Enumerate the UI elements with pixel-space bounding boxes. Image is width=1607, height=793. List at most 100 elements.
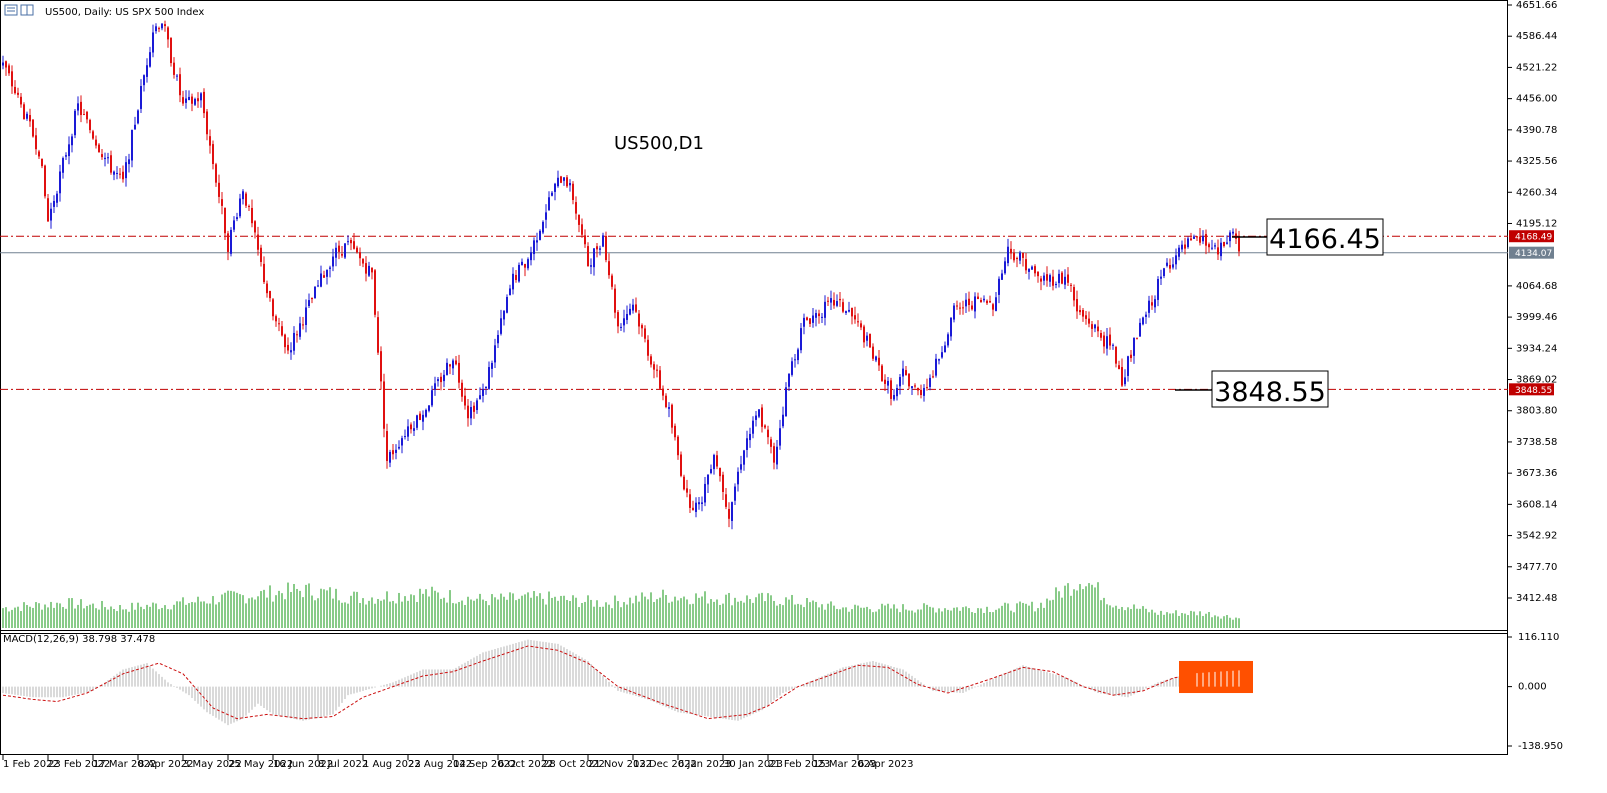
candle-body — [962, 307, 964, 309]
candle-body — [476, 400, 478, 410]
candle-body — [971, 305, 973, 310]
candle-body — [878, 357, 880, 366]
candle-body — [86, 111, 88, 120]
window-icons[interactable] — [4, 4, 34, 16]
candle-body — [179, 74, 181, 96]
candle-body — [596, 246, 598, 250]
candle-body — [11, 71, 13, 87]
candle-body — [416, 415, 418, 428]
candle-body — [401, 438, 403, 446]
candle-body — [1190, 238, 1192, 241]
candle-body — [1067, 274, 1069, 283]
candle-body — [1106, 336, 1108, 349]
candle-body — [506, 296, 508, 313]
candle-body — [449, 364, 451, 367]
candle-body — [386, 431, 388, 461]
candle-body — [809, 318, 811, 324]
candle-body — [632, 304, 634, 311]
candle-body — [965, 299, 967, 307]
candle-body — [788, 373, 790, 387]
candle-body — [689, 494, 691, 508]
candle-body — [1157, 279, 1159, 300]
candle-body — [656, 369, 658, 371]
candle-body — [74, 110, 76, 136]
price-tag-label: 4168.49 — [1515, 233, 1552, 243]
candle-body — [167, 27, 169, 40]
candle-body — [752, 420, 754, 434]
candle-body — [77, 103, 79, 111]
candle-body — [941, 352, 943, 358]
candle-body — [599, 248, 601, 250]
candle-body — [1109, 334, 1111, 346]
candle-body — [197, 98, 199, 102]
candle-body — [620, 326, 622, 328]
time-tick-label: 16 Jun 2022 — [273, 759, 333, 770]
candle-body — [899, 377, 901, 387]
candle-body — [560, 176, 562, 183]
candle-body — [365, 263, 367, 274]
candle-body — [539, 230, 541, 240]
candle-body — [911, 386, 913, 389]
time-tick-label: 8 Apr 2022 — [138, 759, 193, 770]
candle-body — [758, 409, 760, 417]
candle-body — [176, 75, 178, 77]
candle-body — [1079, 310, 1081, 313]
candle-body — [356, 247, 358, 253]
candle-body — [653, 364, 655, 370]
price-tick-label: 3869.02 — [1516, 375, 1557, 386]
time-tick-label: 6 Jan 2023 — [678, 759, 732, 770]
candle-body — [902, 368, 904, 377]
price-tick-label: 3738.58 — [1516, 437, 1557, 448]
candle-body — [1031, 266, 1033, 270]
candle-body — [350, 240, 352, 244]
price-tick-label: 3803.80 — [1516, 406, 1557, 417]
candle-body — [377, 317, 379, 353]
candle-body — [533, 240, 535, 255]
candle-body — [953, 305, 955, 320]
time-tick-label: 23 Aug 2022 — [408, 759, 472, 770]
candle-body — [35, 135, 37, 150]
candle-body — [719, 467, 721, 477]
candle-body — [827, 300, 829, 302]
candle-body — [1214, 245, 1216, 247]
candle-body — [584, 235, 586, 245]
candle-body — [50, 208, 52, 221]
levels — [0, 235, 1508, 390]
candle-body — [881, 365, 883, 382]
menu-icon[interactable] — [4, 4, 18, 16]
candle-body — [686, 488, 688, 493]
candle-body — [935, 358, 937, 376]
candle-body — [101, 154, 103, 158]
candle-body — [56, 193, 58, 203]
candle-body — [761, 407, 763, 427]
candle-body — [923, 387, 925, 396]
candle-body — [164, 24, 166, 27]
candle-body — [608, 261, 610, 276]
candle-body — [410, 424, 412, 430]
candle-body — [650, 356, 652, 365]
candle-body — [920, 389, 922, 395]
candle-body — [107, 157, 109, 159]
candle-body — [668, 407, 670, 409]
time-tick-label: 6 Apr 2023 — [858, 759, 913, 770]
candle-body — [20, 96, 22, 105]
candle-body — [473, 405, 475, 412]
candle-body — [1112, 344, 1114, 346]
candle-body — [671, 404, 673, 428]
candle-body — [1124, 377, 1126, 385]
price-tick-label: 4586.44 — [1516, 31, 1557, 42]
candle-body — [1148, 300, 1150, 313]
time-tick-label: 25 May 2022 — [228, 759, 293, 770]
candle-body — [245, 193, 247, 206]
candle-body — [353, 241, 355, 249]
support-callout: 3848.55 — [1175, 370, 1329, 408]
candle-body — [896, 388, 898, 397]
candle-body — [44, 165, 46, 197]
price-tick-label: 4390.78 — [1516, 125, 1557, 136]
candle-body — [1001, 273, 1003, 280]
candle-body — [764, 425, 766, 428]
candle-body — [833, 299, 835, 306]
candle-body — [428, 405, 430, 411]
candle-body — [710, 469, 712, 474]
